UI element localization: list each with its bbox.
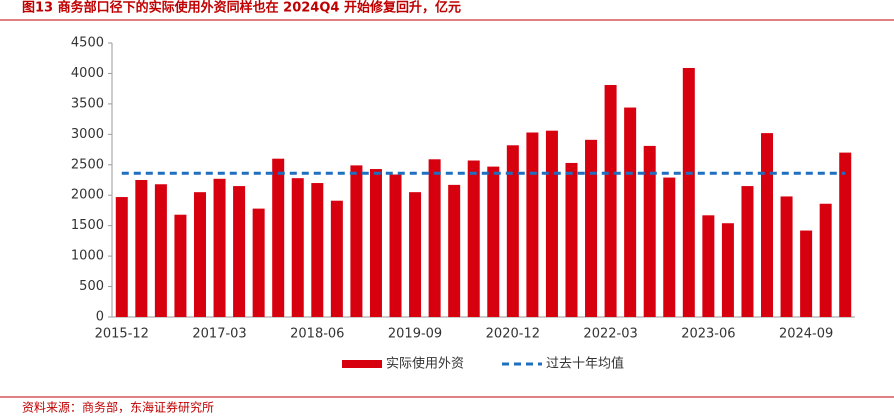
bar [369,169,382,317]
bar [741,186,754,317]
bar [330,200,343,317]
bar [193,192,206,317]
bar [409,192,422,317]
bar [233,186,246,317]
bar [702,215,715,317]
bar [135,180,148,317]
bar [839,152,852,317]
legend-label: 实际使用外资 [386,356,464,372]
bar [154,184,167,317]
bar [663,177,676,317]
y-tick-label: 3500 [71,96,104,111]
x-tick-label: 2023-06 [681,327,735,342]
y-tick-label: 500 [79,279,104,294]
legend-label: 过去十年均值 [546,356,624,372]
x-tick-label: 2017-03 [192,327,246,342]
legend-swatch [342,360,382,368]
bar [545,130,558,317]
bar [585,139,598,317]
bar [604,85,617,317]
source-note: 资料来源：商务部，东海证券研究所 [22,400,214,415]
y-tick-label: 2000 [71,188,104,203]
x-tick-label: 2024-09 [779,327,833,342]
chart-title: 图13 商务部口径下的实际使用外资同样也在 2024Q4 开始修复回升，亿元 [22,0,461,16]
bar [780,196,793,317]
bar [291,178,304,317]
bar [252,208,265,317]
bar [506,145,519,317]
bar [174,214,187,317]
y-tick-label: 4500 [71,36,104,51]
x-tick-label: 2019-09 [388,327,442,342]
bar [819,203,832,317]
x-tick-label: 2022-03 [583,327,637,342]
bar [526,132,539,317]
bar [467,160,480,317]
bar [682,67,695,317]
bar [272,158,285,317]
bar [448,184,461,317]
bar [565,162,578,317]
bar [311,183,324,317]
bar [389,174,402,317]
x-tick-label: 2020-12 [486,327,540,342]
bar [643,145,656,317]
x-tick-label: 2015-12 [95,327,149,342]
y-tick-label: 1000 [71,249,104,264]
bar [428,159,441,317]
y-tick-label: 2500 [71,157,104,172]
bar [721,223,734,317]
x-tick-label: 2018-06 [290,327,344,342]
y-tick-label: 0 [96,310,104,325]
bar [800,230,813,317]
y-tick-label: 4000 [71,66,104,81]
y-tick-label: 1500 [71,218,104,233]
bar [624,107,637,317]
bar [115,197,128,317]
bar [213,178,226,317]
bar [350,165,363,317]
y-tick-label: 3000 [71,127,104,142]
bar [761,133,774,317]
bar [487,166,500,317]
